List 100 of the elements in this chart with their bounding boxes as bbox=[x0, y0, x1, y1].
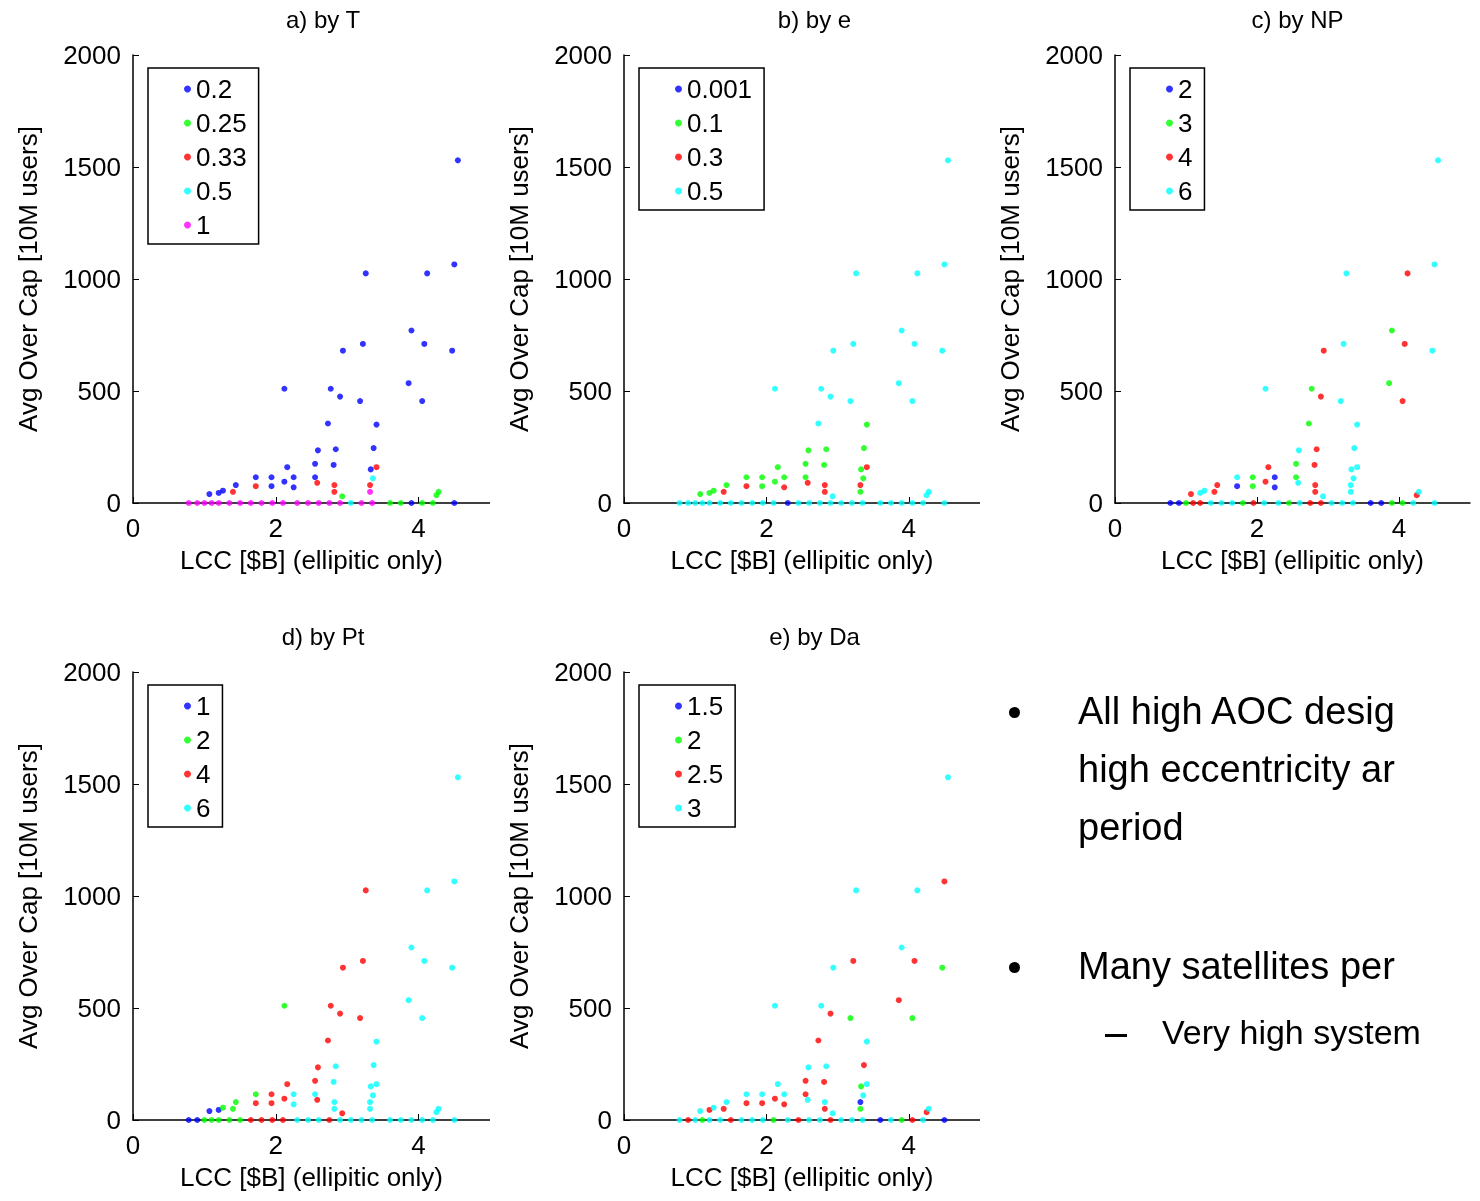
point bbox=[815, 420, 822, 427]
point bbox=[859, 500, 866, 506]
point bbox=[925, 1105, 932, 1112]
point bbox=[339, 1110, 346, 1117]
legend-label: 4 bbox=[196, 759, 211, 789]
point bbox=[923, 492, 930, 499]
point bbox=[1261, 500, 1268, 506]
point bbox=[697, 1108, 704, 1115]
x-tick-label: 4 bbox=[1391, 513, 1407, 543]
text: Very high system bbox=[1162, 1012, 1421, 1053]
point bbox=[367, 466, 374, 473]
point bbox=[829, 1110, 836, 1117]
point bbox=[229, 488, 236, 495]
x-axis-title: LCC [$B] (ellipitic only) bbox=[670, 545, 934, 575]
legend-label: 0.1 bbox=[687, 108, 724, 138]
point bbox=[258, 1117, 265, 1123]
point bbox=[710, 487, 717, 494]
point bbox=[327, 385, 334, 392]
legend-label: 2.5 bbox=[687, 759, 724, 789]
point bbox=[237, 500, 244, 506]
y-tick-label: 1500 bbox=[554, 769, 612, 799]
point bbox=[1311, 461, 1318, 468]
point bbox=[685, 1117, 692, 1123]
point bbox=[1262, 385, 1269, 392]
x-tick-label: 0 bbox=[616, 1130, 632, 1160]
point bbox=[720, 488, 727, 495]
point bbox=[1399, 500, 1406, 506]
point bbox=[449, 964, 456, 971]
point bbox=[1354, 464, 1361, 471]
point bbox=[358, 500, 365, 506]
point bbox=[898, 500, 905, 506]
point bbox=[1354, 421, 1361, 428]
y-axis-title: Avg Over Cap [10M users] bbox=[13, 743, 43, 1049]
legend-label: 1 bbox=[196, 210, 211, 240]
point bbox=[850, 340, 857, 347]
point bbox=[699, 500, 706, 506]
point bbox=[860, 445, 867, 452]
point bbox=[208, 500, 215, 506]
point bbox=[215, 1117, 222, 1123]
point bbox=[279, 500, 286, 506]
point bbox=[723, 482, 730, 489]
point bbox=[332, 1063, 339, 1070]
point bbox=[805, 447, 812, 454]
point bbox=[914, 887, 921, 894]
point bbox=[699, 1117, 706, 1123]
point bbox=[367, 1105, 374, 1112]
point bbox=[1197, 500, 1204, 506]
point bbox=[429, 1117, 436, 1123]
point bbox=[738, 500, 745, 506]
x-tick-label: 2 bbox=[759, 1130, 774, 1160]
point bbox=[258, 500, 265, 506]
point bbox=[201, 500, 208, 506]
point bbox=[369, 1117, 376, 1123]
x-tick-label: 2 bbox=[759, 513, 774, 543]
point bbox=[1340, 340, 1347, 347]
point bbox=[397, 1117, 404, 1123]
point bbox=[330, 1078, 337, 1085]
point bbox=[759, 1117, 766, 1123]
point bbox=[781, 474, 788, 481]
legend-label: 1 bbox=[196, 691, 211, 721]
text: high eccentricity ar bbox=[1078, 747, 1395, 792]
point bbox=[853, 270, 860, 277]
x-tick-label: 0 bbox=[616, 513, 632, 543]
point bbox=[1343, 270, 1350, 277]
point bbox=[1378, 500, 1385, 506]
point bbox=[911, 340, 918, 347]
point bbox=[408, 944, 415, 951]
point bbox=[304, 1117, 311, 1123]
point bbox=[281, 1095, 288, 1102]
point bbox=[290, 1091, 297, 1098]
point bbox=[387, 500, 394, 506]
point bbox=[290, 1101, 297, 1108]
point bbox=[774, 464, 781, 471]
point bbox=[1339, 500, 1346, 506]
point bbox=[895, 380, 902, 387]
point bbox=[909, 1117, 916, 1123]
y-tick-label: 1500 bbox=[1045, 152, 1103, 182]
point bbox=[815, 1037, 822, 1044]
point bbox=[944, 157, 951, 164]
point bbox=[743, 483, 750, 490]
legend-label: 0.25 bbox=[196, 108, 247, 138]
point bbox=[827, 500, 834, 506]
point bbox=[194, 500, 201, 506]
point bbox=[312, 1077, 319, 1084]
point bbox=[706, 1117, 713, 1123]
point bbox=[909, 398, 916, 405]
point bbox=[337, 393, 344, 400]
point bbox=[888, 500, 894, 506]
point bbox=[332, 446, 339, 453]
point bbox=[914, 270, 921, 277]
point bbox=[816, 1117, 823, 1123]
point bbox=[1285, 500, 1292, 506]
point bbox=[362, 270, 369, 277]
point bbox=[771, 1002, 778, 1009]
point bbox=[1388, 500, 1395, 506]
point bbox=[1328, 500, 1335, 506]
point bbox=[367, 1099, 374, 1106]
x-axis-title: LCC [$B] (ellipitic only) bbox=[180, 1162, 443, 1192]
point bbox=[232, 482, 239, 489]
legend-label: 6 bbox=[196, 793, 211, 823]
